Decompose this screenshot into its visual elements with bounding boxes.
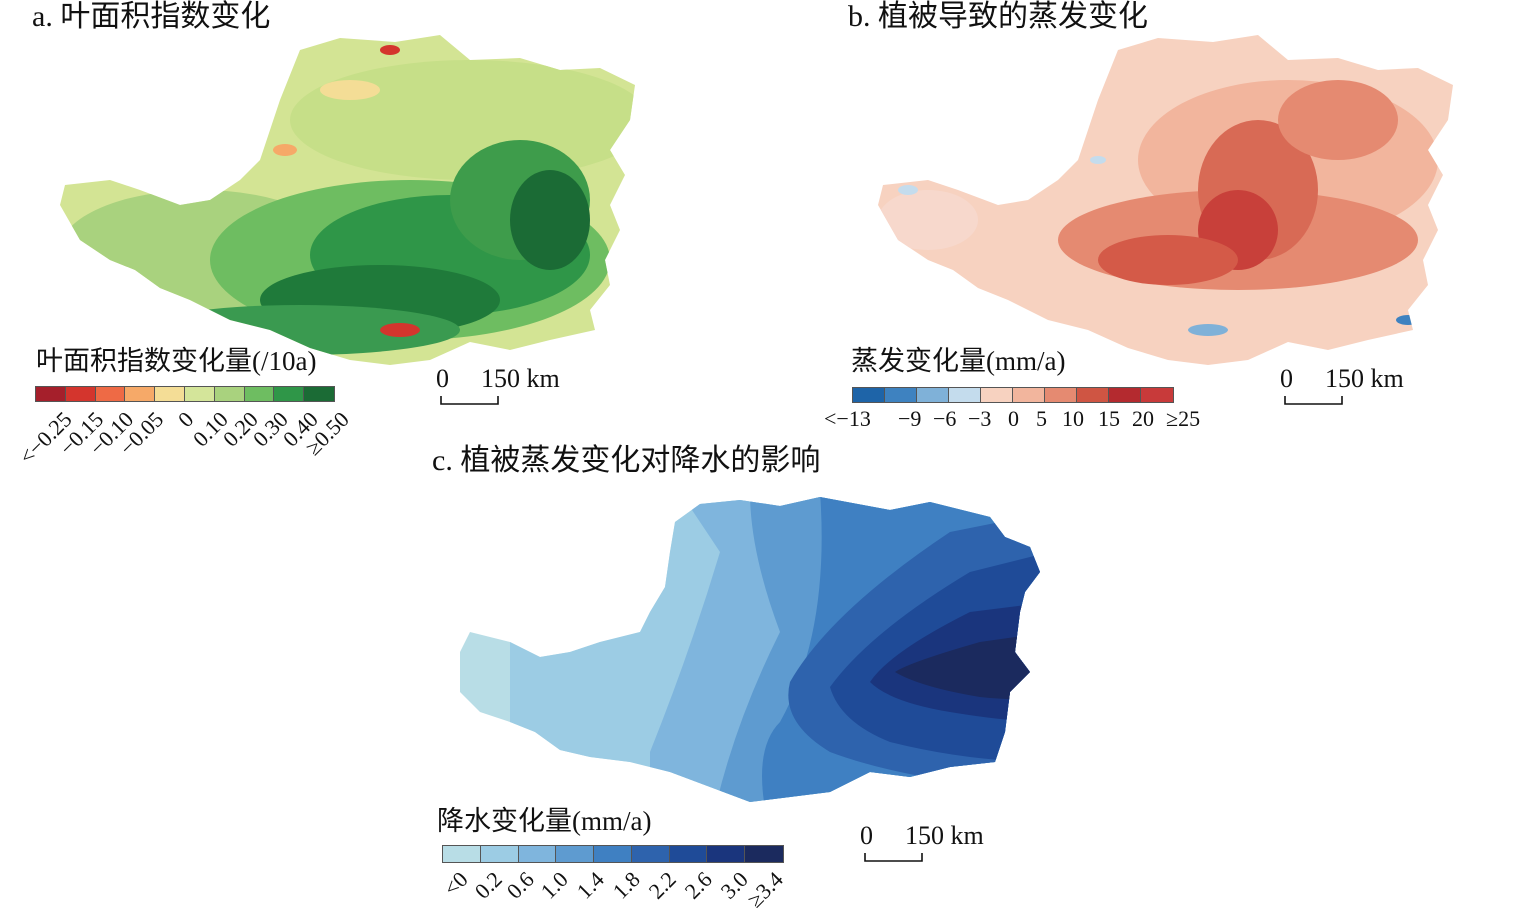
scalebar-distance-label: 150 km [1325,364,1404,393]
legend-swatch [745,846,783,862]
legend-tick-label: 0.6 [501,866,539,904]
legend-tick-label: −3 [968,406,992,431]
panel-c-title: c. 植被蒸发变化对降水的影响 [432,444,821,477]
legend-tick-label: 1.0 [535,866,573,904]
legend-swatch [65,387,96,401]
legend-tick-label: 2.6 [679,866,717,904]
legend-tick-label: 5 [1036,406,1047,431]
panel-a-legend-title: 叶面积指数变化量(/10a) [36,346,317,376]
legend-swatch [480,846,519,862]
legend-swatch [95,387,126,401]
legend-swatch [594,846,632,862]
legend-swatch [304,387,334,401]
panel-c-legend-bar [442,845,784,863]
panel-b-legend-title: 蒸发变化量(mm/a) [851,346,1066,376]
panel-c-map [460,497,1040,802]
legend-swatch [1109,388,1141,402]
legend-swatch [155,387,185,401]
scalebar-distance-label: 150 km [481,364,560,393]
legend-swatch [1141,388,1173,402]
panel-b-legend-bar [852,387,1174,403]
panel-a-legend-bar [35,386,335,402]
panel-a-map [60,35,635,365]
legend-tick-label: 1.4 [571,866,609,904]
scalebar-zero-label: 0 [860,821,873,850]
legend-swatch [669,846,708,862]
legend-swatch [885,388,917,402]
legend-swatch [244,387,275,401]
legend-swatch [1077,388,1109,402]
legend-swatch [125,387,156,401]
legend-swatch [1045,388,1077,402]
legend-tick-label: 2.2 [643,866,681,904]
legend-tick-label: −6 [933,406,957,431]
legend-swatch [1013,388,1045,402]
legend-swatch [981,388,1013,402]
scalebar-distance-label: 150 km [905,821,984,850]
legend-swatch [707,846,746,862]
scalebar-zero-label: 0 [436,364,449,393]
legend-tick-label: 1.8 [607,866,645,904]
legend-tick-label: 0 [1008,406,1019,431]
legend-swatch [214,387,245,401]
panel-b-title: b. 植被导致的蒸发变化 [848,0,1148,33]
panel-a-title: a. 叶面积指数变化 [32,0,271,33]
legend-tick-label: <−13 [824,406,871,431]
legend-tick-label: −9 [898,406,922,431]
legend-swatch [556,846,595,862]
legend-swatch [274,387,305,401]
legend-tick-label: 10 [1062,406,1084,431]
legend-swatch [853,388,885,402]
legend-tick-label: 15 [1098,406,1120,431]
legend-swatch [949,388,981,402]
scalebar-zero-label: 0 [1280,364,1293,393]
legend-tick-label: <0 [438,866,473,901]
legend-tick-label: 20 [1132,406,1154,431]
legend-swatch [443,846,481,862]
legend-swatch [631,846,670,862]
legend-tick-label: ≥25 [1166,406,1201,431]
legend-swatch [518,846,557,862]
legend-swatch [36,387,66,401]
legend-swatch [184,387,215,401]
legend-tick-label: ≥3.4 [742,866,789,913]
panel-b-map [878,35,1453,365]
legend-swatch [917,388,949,402]
panel-c-legend-title: 降水变化量(mm/a) [437,806,652,836]
